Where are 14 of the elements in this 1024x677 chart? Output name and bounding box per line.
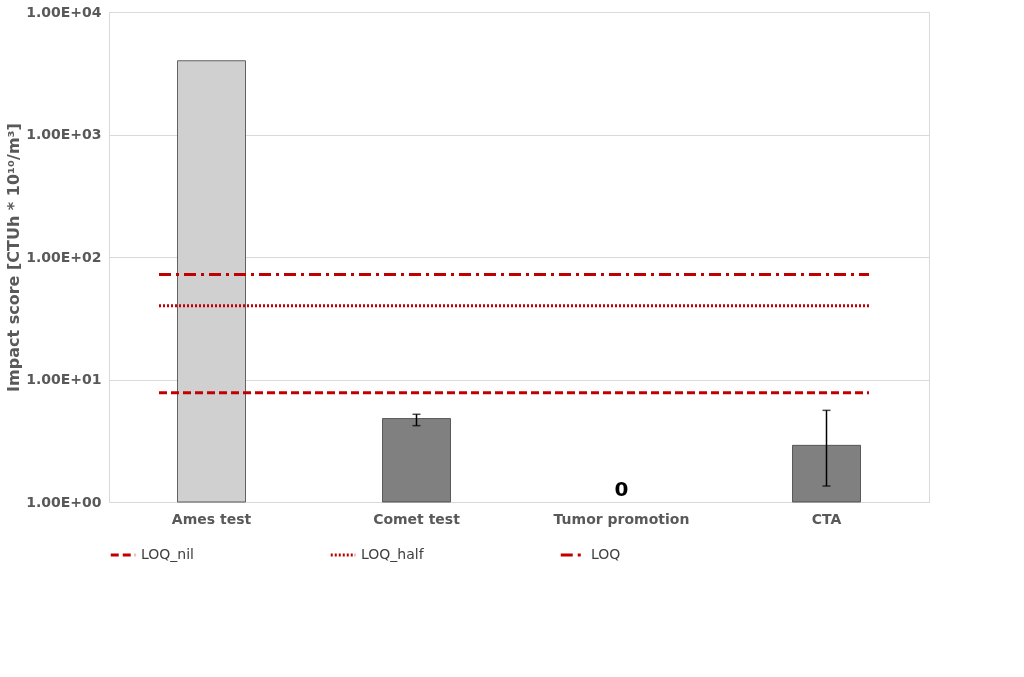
y-axis-title: Impact score [CTUh * 10¹⁰/m³] — [4, 123, 24, 392]
x-tick-label: CTA — [811, 510, 842, 527]
x-tick-label: Ames test — [171, 510, 252, 527]
legend-label: LOQ_nil — [141, 546, 194, 562]
y-tick-label: 1.00E+02 — [26, 248, 102, 265]
x-tick-label: Comet test — [373, 510, 461, 527]
x-tick-label: Tumor promotion — [553, 510, 690, 527]
y-tick-label: 1.00E+00 — [26, 493, 102, 510]
y-tick-label: 1.00E+01 — [26, 371, 102, 387]
legend-label: LOQ_half — [361, 546, 425, 562]
annotation: 0 — [614, 477, 629, 501]
y-tick-label: 1.00E+04 — [26, 3, 102, 20]
y-tick-label: 1.00E+03 — [26, 126, 102, 142]
legend-label: LOQ — [591, 546, 621, 562]
